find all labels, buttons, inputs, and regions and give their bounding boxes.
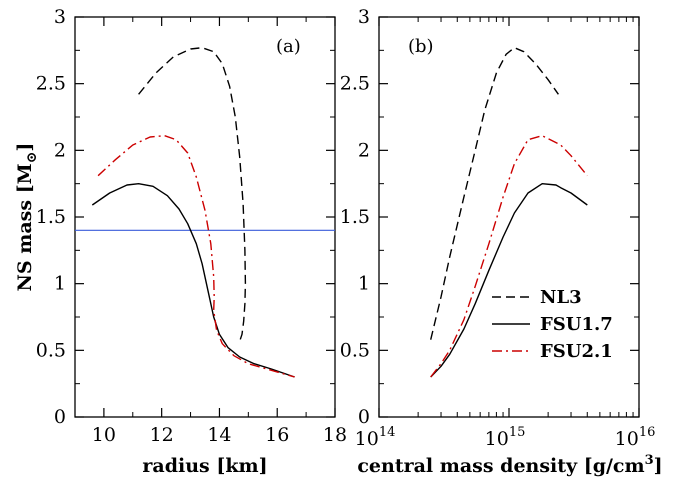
b-xtick-label: 1014 [355,425,396,450]
a-ytick-label: 1.5 [36,206,66,228]
legend-label: NL3 [540,287,582,308]
a-ytick-label: 0 [54,406,66,428]
a-xtick-label: 12 [150,424,174,446]
b-series-fsu21 [430,134,588,378]
x-axis-label-a: radius [km] [142,455,267,477]
panel-a: 0 0.5 1 1.5 2 2.5 3 10 12 14 16 18 (a) radius [km] [36,6,347,477]
b-xtick-label: 1015 [485,425,526,450]
y-axis-label: NS mass [M⊙] [14,143,40,292]
b-ytick-label: 1 [358,273,370,295]
a-ytick-label: 2.5 [36,73,66,95]
a-ytick-label: 0.5 [36,339,66,361]
a-series-fsu21 [97,134,295,378]
legend-label: FSU2.1 [540,341,613,362]
a-xtick-label: 18 [323,424,347,446]
b-ytick-label: 2 [358,139,370,161]
b-xtick-label: 1016 [615,425,656,450]
b-series-fsu17 [430,182,588,378]
b-ytick-label: 1.5 [340,206,370,228]
a-ytick-label: 1 [54,273,66,295]
x-axis-label-b: central mass density [g/cm3] [357,453,662,477]
panel-b: 0 0.5 1 1.5 2 2.5 3 1014 1015 1016 (b) central ma… [340,6,663,477]
panel-b-label: (b) [408,36,434,57]
b-ytick-label: 3 [358,6,370,28]
a-series-nl3 [138,47,247,340]
b-ytick-label: 2.5 [340,73,370,95]
b-ytick-label: 0 [358,406,370,428]
a-ytick-label: 3 [54,6,66,28]
panel-a-label: (a) [276,36,301,57]
panel-a-frame [74,16,336,418]
a-xtick-label: 10 [92,424,116,446]
a-ytick-label: 2 [54,139,66,161]
a-xtick-label: 14 [207,424,231,446]
b-series-nl3 [430,47,559,340]
b-ytick-label: 0.5 [340,339,370,361]
legend-label: FSU1.7 [540,314,613,335]
a-series-fsu17 [91,182,295,378]
legend: NL3 FSU1.7 FSU2.1 [492,287,613,362]
a-xtick-label: 16 [265,424,289,446]
